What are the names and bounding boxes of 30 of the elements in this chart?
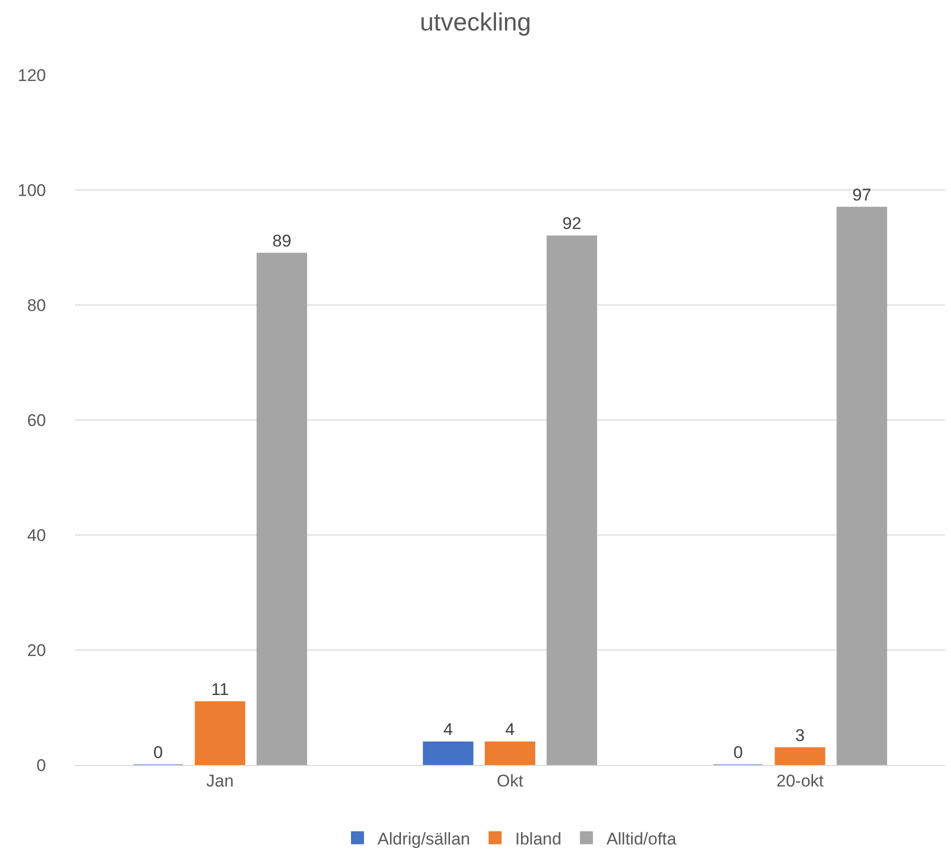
x-tick-label: Okt: [496, 771, 524, 790]
bar: [546, 236, 598, 765]
data-label: 97: [852, 185, 872, 204]
legend-label: Ibland: [515, 829, 562, 848]
y-tick-label: 120: [18, 66, 46, 85]
legend-label: Alltid/ofta: [606, 829, 677, 848]
x-tick-label: 20-okt: [776, 771, 824, 790]
y-tick-label: 100: [18, 180, 46, 200]
bar: [194, 701, 246, 765]
data-label: 3: [795, 726, 805, 745]
chart-title: utveckling: [420, 8, 532, 36]
bar: [836, 206, 888, 765]
data-label: 89: [272, 231, 292, 250]
data-label: 92: [562, 214, 582, 233]
data-label: 11: [211, 680, 229, 699]
x-tick-label: Jan: [206, 771, 234, 790]
y-tick-label: 20: [27, 640, 46, 660]
y-tick-label: 40: [27, 526, 46, 545]
data-label: 4: [443, 720, 453, 739]
y-tick-label: 0: [36, 756, 46, 775]
data-label: 4: [505, 720, 515, 739]
bar: [256, 252, 308, 765]
bar: [484, 742, 536, 765]
data-label: 0: [153, 743, 163, 762]
y-tick-label: 80: [27, 296, 46, 315]
bar: [774, 747, 826, 765]
legend-label: Aldrig/sällan: [378, 829, 470, 848]
data-label: 0: [733, 743, 743, 762]
y-tick-label: 60: [27, 410, 46, 430]
bar: [422, 742, 474, 765]
